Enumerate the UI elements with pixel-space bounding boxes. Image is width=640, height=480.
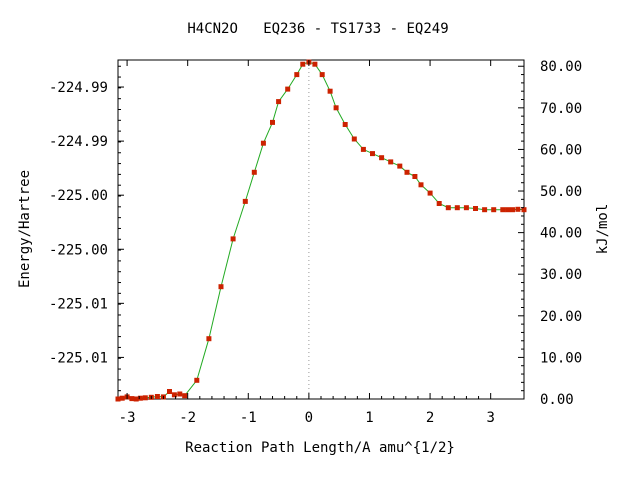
x-tick-label: 1 xyxy=(365,410,373,426)
data-point xyxy=(133,396,139,402)
data-point xyxy=(445,205,451,211)
data-point xyxy=(242,198,248,204)
y-left-tick-label: -225.00 xyxy=(49,188,108,204)
x-axis-title: Reaction Path Length/A amu^{1/2} xyxy=(185,440,455,456)
data-point xyxy=(482,207,488,213)
data-point xyxy=(454,205,460,211)
data-point xyxy=(167,389,172,394)
y-left-tick-label: -225.01 xyxy=(49,296,108,312)
y-right-tick-label: 60.00 xyxy=(540,142,582,158)
data-points-layer xyxy=(115,59,527,402)
y-right-tick-label: 50.00 xyxy=(540,184,582,200)
data-point xyxy=(177,391,183,397)
data-point xyxy=(510,207,515,213)
x-ticks: -3 -2 -1 0 1 2 3 xyxy=(119,60,495,426)
data-point xyxy=(327,88,333,94)
data-point xyxy=(404,169,410,175)
data-point xyxy=(412,174,418,179)
data-point xyxy=(218,284,224,290)
data-point xyxy=(491,207,497,213)
data-point xyxy=(194,377,200,383)
series-line xyxy=(117,61,525,400)
x-tick-label: -3 xyxy=(119,410,136,426)
y-right-tick-label: 30.00 xyxy=(540,267,582,283)
data-point xyxy=(388,159,394,165)
y-right-axis-title: kJ/mol xyxy=(595,204,611,255)
x-tick-label: 3 xyxy=(486,410,494,426)
data-point xyxy=(397,163,403,169)
data-point xyxy=(473,206,478,211)
data-point xyxy=(206,336,212,342)
data-point xyxy=(515,206,521,212)
data-point xyxy=(285,86,291,92)
data-point xyxy=(342,122,348,127)
x-tick-label: 0 xyxy=(305,410,313,426)
data-point xyxy=(505,207,511,213)
y-right-tick-label: 0.00 xyxy=(540,392,574,408)
data-point xyxy=(521,207,527,213)
data-point xyxy=(251,169,257,175)
data-point xyxy=(171,392,177,398)
x-tick-label: -1 xyxy=(240,410,257,426)
y-right-tick-label: 10.00 xyxy=(540,350,582,366)
data-point xyxy=(319,72,325,78)
data-point xyxy=(276,99,282,105)
y-left-tick-label: -224.99 xyxy=(49,134,108,150)
data-point xyxy=(115,396,121,402)
y-left-tick-label: -225.00 xyxy=(49,242,108,258)
data-point xyxy=(379,155,385,161)
data-point xyxy=(500,207,506,213)
series-line-layer xyxy=(117,61,525,400)
data-point xyxy=(427,190,433,196)
data-point xyxy=(463,205,469,211)
data-point xyxy=(260,140,266,146)
data-point xyxy=(294,72,300,78)
data-point xyxy=(142,395,148,401)
data-point xyxy=(333,105,339,111)
data-point xyxy=(312,61,318,67)
data-point xyxy=(270,119,275,125)
data-point xyxy=(418,182,424,188)
data-point xyxy=(182,393,188,399)
y-left-tick-label: -224.99 xyxy=(49,80,108,96)
y-right-tick-label: 40.00 xyxy=(540,226,582,242)
data-point xyxy=(300,61,306,67)
data-point xyxy=(129,396,135,402)
data-point xyxy=(154,394,160,399)
y-right-tick-label: 20.00 xyxy=(540,309,582,325)
y-left-ticks: -224.99 -224.99 -225.00 -225.00 -225.01 -225.… xyxy=(49,65,124,392)
data-point xyxy=(370,151,375,157)
data-point xyxy=(360,146,366,152)
y-right-tick-label: 80.00 xyxy=(540,59,582,75)
data-point xyxy=(119,395,125,401)
y-right-tick-label: 70.00 xyxy=(540,101,582,117)
data-point xyxy=(351,136,357,142)
data-point xyxy=(230,236,236,242)
x-tick-label: -2 xyxy=(179,410,196,426)
plot-frame xyxy=(117,59,525,400)
x-tick-label: 2 xyxy=(426,410,434,426)
y-left-tick-label: -225.01 xyxy=(49,350,108,366)
data-point xyxy=(436,201,442,206)
y-left-axis-title: Energy/Hartree xyxy=(17,170,33,288)
chart-title: H4CN2O EQ236 - TS1733 - EQ249 xyxy=(187,21,448,37)
y-right-ticks: 0.00 10.00 20.00 30.00 40.00 50.00 60.00 70.00 8… xyxy=(518,59,582,408)
data-point xyxy=(137,395,143,401)
